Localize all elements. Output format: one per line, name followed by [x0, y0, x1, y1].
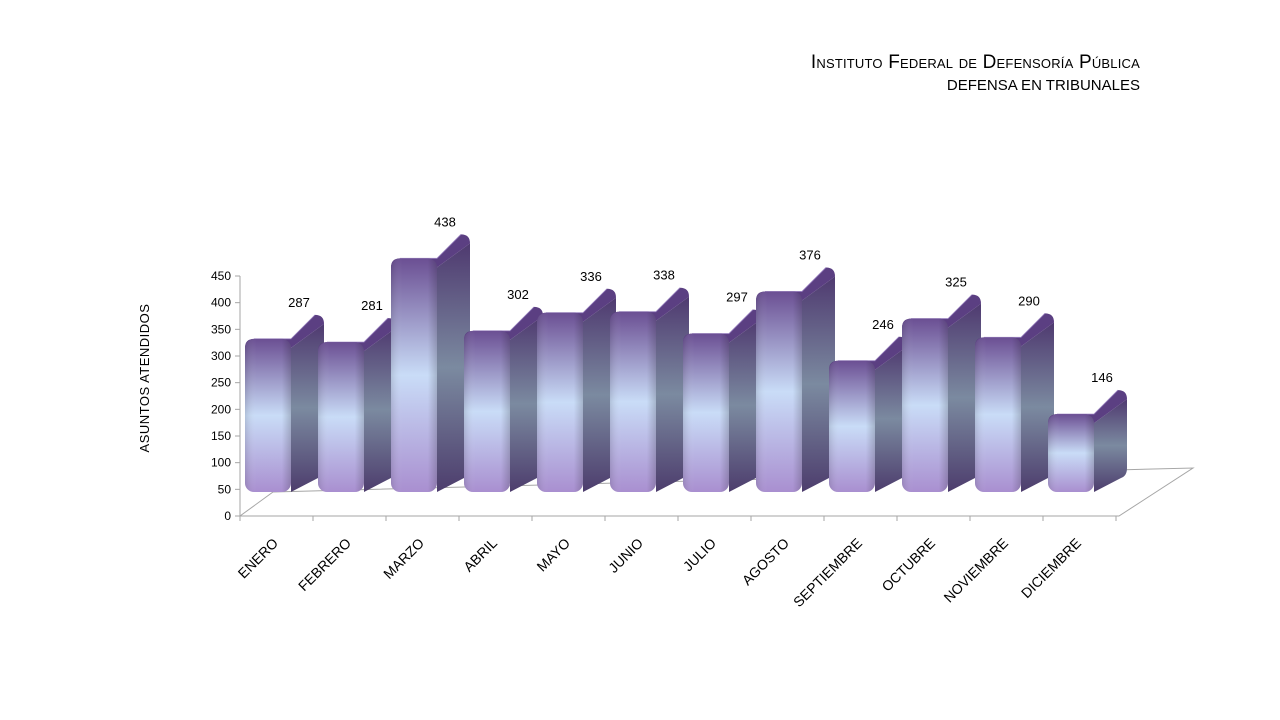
bar-front-shade — [464, 330, 510, 492]
bar — [610, 287, 689, 492]
x-tick-label: FEBRERO — [295, 535, 354, 594]
data-label: 338 — [653, 268, 675, 283]
bar-side-face — [291, 323, 324, 492]
y-axis-title: ASUNTOS ATENDIDOS — [137, 304, 152, 453]
bar-front-shade — [975, 337, 1021, 492]
bar-front-shade — [829, 360, 875, 492]
bar — [391, 234, 470, 492]
bar — [683, 309, 762, 492]
bar-side-face — [583, 297, 616, 492]
data-label: 287 — [288, 295, 310, 310]
bar-front-shade — [537, 312, 583, 492]
x-tick-label: MAYO — [533, 535, 573, 575]
bar-front-shade — [756, 291, 802, 492]
chart-subtitle: DEFENSA EN TRIBUNALES — [946, 77, 1140, 94]
bar-side-face — [729, 318, 762, 492]
bar-side-face — [802, 276, 835, 492]
bar — [829, 336, 908, 492]
chart-floor — [238, 467, 1195, 517]
data-label: 336 — [580, 269, 602, 284]
data-label: 438 — [434, 214, 456, 229]
bar-front-shade — [318, 342, 364, 492]
x-tick-label: SEPTIEMBRE — [790, 535, 865, 610]
bar-side-face — [364, 327, 397, 492]
bar — [245, 314, 324, 492]
data-label: 246 — [872, 317, 894, 332]
bar-side-face — [510, 315, 543, 492]
data-label: 290 — [1018, 293, 1040, 308]
y-tick-label: 50 — [218, 482, 232, 496]
floor-plane — [238, 467, 1195, 517]
bar — [902, 294, 981, 492]
x-tick-label: OCTUBRE — [878, 535, 938, 595]
data-label: 376 — [799, 247, 821, 262]
bar-top-highlight — [327, 317, 389, 343]
bar — [464, 306, 543, 492]
x-tick-label: DICIEMBRE — [1018, 535, 1084, 601]
bar-side-face — [1094, 399, 1127, 492]
data-label: 325 — [945, 275, 967, 290]
x-tick-label: JULIO — [680, 535, 719, 574]
bars — [245, 234, 1127, 492]
y-tick-label: 450 — [211, 269, 231, 283]
data-label: 297 — [726, 290, 748, 305]
bar-top-highlight — [619, 287, 681, 313]
bar-top-highlight — [984, 312, 1046, 338]
bar-front-shade — [245, 338, 291, 492]
x-tick-label: NOVIEMBRE — [940, 535, 1011, 606]
bar — [318, 317, 397, 492]
bar-top-highlight — [473, 306, 535, 332]
y-tick-label: 350 — [211, 322, 231, 336]
bar-side-face — [437, 243, 470, 492]
bar-front-shade — [610, 311, 656, 492]
bar-front-shade — [391, 258, 437, 492]
y-tick-label: 100 — [211, 456, 231, 470]
chart-title: Instituto Federal de Defensoría Pública — [810, 52, 1140, 73]
axes: 0 50 100 150 200 250 300 350 400 450 — [211, 269, 1117, 523]
data-label: 302 — [507, 287, 529, 302]
bar-side-face — [1021, 322, 1054, 492]
bar-front-shade — [683, 333, 729, 492]
bar-front-shade — [902, 318, 948, 492]
x-tick-label: JUNIO — [605, 535, 646, 576]
bar-top-highlight — [254, 314, 316, 340]
y-tick-label: 150 — [211, 429, 231, 443]
y-tick-label: 200 — [211, 402, 231, 416]
x-tick-label: ABRIL — [460, 535, 500, 575]
bar — [756, 267, 835, 492]
bar-side-face — [656, 296, 689, 492]
data-label: 281 — [361, 298, 383, 313]
x-tick-label: MARZO — [380, 535, 427, 582]
bar-side-face — [875, 345, 908, 492]
bar — [1048, 389, 1127, 492]
y-tick-label: 250 — [211, 376, 231, 390]
data-label: 146 — [1091, 370, 1113, 385]
bar — [975, 312, 1054, 492]
y-tick-label: 0 — [224, 509, 231, 523]
x-tick-label: ENERO — [235, 535, 282, 582]
bar — [537, 288, 616, 492]
bar-front-shade — [1048, 414, 1094, 492]
y-tick-label: 400 — [211, 296, 231, 310]
chart-title-block: Instituto Federal de Defensoría Pública … — [811, 50, 1140, 96]
y-tick-label: 300 — [211, 349, 231, 363]
bar-top-highlight — [1057, 389, 1119, 415]
x-tick-label: AGOSTO — [739, 535, 793, 589]
bar-side-face — [948, 303, 981, 492]
